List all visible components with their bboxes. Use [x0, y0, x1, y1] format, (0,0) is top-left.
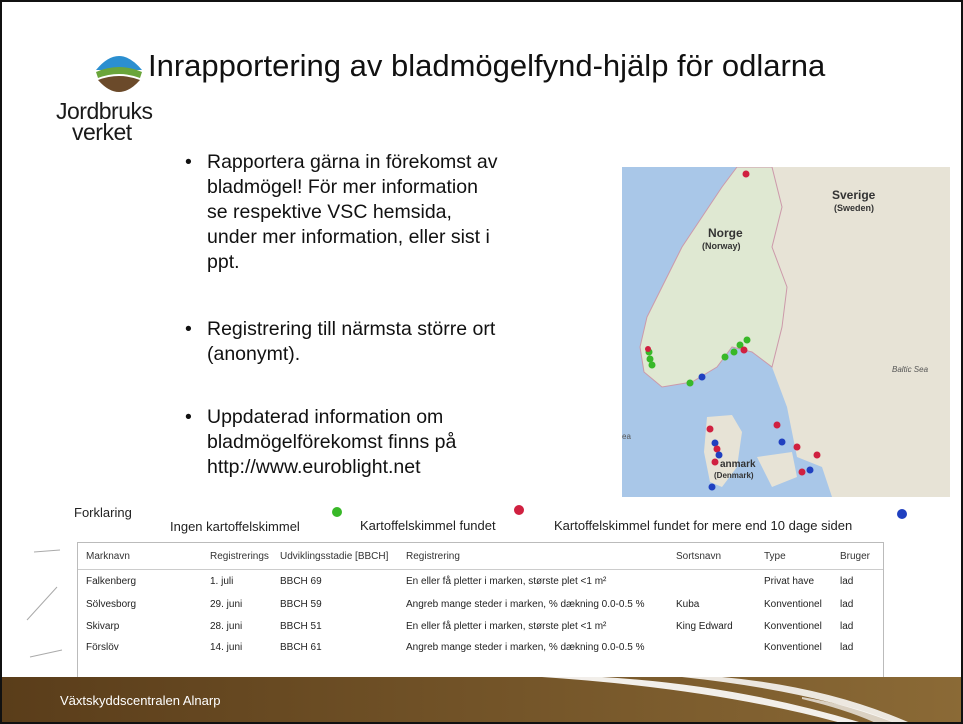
table-cell: BBCH 69: [280, 576, 322, 587]
table-cell: 14. juni: [210, 642, 242, 653]
map-label: (Sweden): [834, 203, 874, 213]
map: Norge (Norway) Sverige (Sweden) Baltic S…: [622, 167, 950, 497]
table-cell: Konventionel: [764, 642, 822, 653]
table-cell: BBCH 59: [280, 599, 322, 610]
bullet-line: se respektive VSC hemsida,: [207, 200, 497, 225]
table-cell: Privat have: [764, 576, 814, 587]
column-header: Marknavn: [86, 551, 130, 562]
bullet-marker: •: [185, 317, 192, 342]
column-header: Udviklingsstadie [BBCH]: [280, 551, 388, 562]
table-cell: Sölvesborg: [86, 599, 136, 610]
map-label: (Norway): [702, 241, 741, 251]
table-cell: BBCH 61: [280, 642, 322, 653]
column-header: Sortsnavn: [676, 551, 721, 562]
logo-text: verket: [72, 119, 132, 146]
legend-title: Forklaring: [74, 505, 132, 520]
footer-text: Växtskyddscentralen Alnarp: [60, 693, 220, 708]
bullet-line: under mer information, eller sist i: [207, 225, 497, 250]
column-header: Registrering: [406, 551, 460, 562]
column-header: Type: [764, 551, 786, 562]
column-header: Bruger: [840, 551, 870, 562]
bullet-line: Registrering till närmsta större ort: [207, 317, 495, 342]
table-cell: En eller få pletter i marken, største pl…: [406, 576, 606, 587]
bullet-marker: •: [185, 405, 192, 430]
data-table: Marknavn Registrerings Udviklingsstadie [B…: [77, 542, 884, 679]
legend-item: Ingen kartoffelskimmel: [170, 519, 300, 534]
table-cell: Konventionel: [764, 599, 822, 610]
header-divider: [78, 569, 883, 570]
bullet-line: Rapportera gärna in förekomst av: [207, 150, 497, 175]
bullet-line: http://www.euroblight.net: [207, 455, 456, 480]
legend-markers: [322, 502, 922, 532]
map-label: Sverige: [832, 188, 876, 202]
slide: Inrapportering av bladmögelfynd-hjälp fö…: [0, 0, 963, 724]
table-cell: Angreb mange steder i marken, % dækning …: [406, 599, 644, 610]
page: {"header":{"title":"Inrapportering av bl…: [0, 0, 963, 724]
table-cell: 29. juni: [210, 599, 242, 610]
table-cell: Falkenberg: [86, 576, 136, 587]
table-cell: lad: [840, 599, 853, 610]
map-label: ea: [622, 432, 631, 441]
table-cell: Konventionel: [764, 621, 822, 632]
decoration: [22, 542, 72, 672]
table-cell: Angreb mange steder i marken, % dækning …: [406, 642, 644, 653]
table-cell: lad: [840, 621, 853, 632]
table-cell: BBCH 51: [280, 621, 322, 632]
bullet-line: bladmögel! För mer information: [207, 175, 497, 200]
bullet-line: bladmögelförekomst finns på: [207, 430, 456, 455]
table-cell: 1. juli: [210, 576, 233, 587]
table-cell: 28. juni: [210, 621, 242, 632]
map-label: Baltic Sea: [892, 365, 929, 374]
column-header: Registrerings: [210, 551, 269, 562]
bullet-text: Registrering till närmsta större ort(ano…: [207, 317, 495, 367]
table-cell: lad: [840, 642, 853, 653]
table-cell: Kuba: [676, 599, 699, 610]
table-cell: King Edward: [676, 621, 733, 632]
table-cell: En eller få pletter i marken, største pl…: [406, 621, 606, 632]
table-cell: lad: [840, 576, 853, 587]
table-cell: Skivarp: [86, 621, 119, 632]
bullet-line: Uppdaterad information om: [207, 405, 456, 430]
map-label: (Denmark): [714, 471, 754, 480]
slide-title: Inrapportering av bladmögelfynd-hjälp fö…: [148, 48, 825, 84]
logo-icon: [92, 44, 146, 96]
bullet-marker: •: [185, 150, 192, 175]
table-cell: Förslöv: [86, 642, 119, 653]
bullet-line: (anonymt).: [207, 342, 495, 367]
map-label: anmark: [720, 459, 756, 470]
bullet-line: ppt.: [207, 250, 497, 275]
map-label: Norge: [708, 226, 743, 240]
